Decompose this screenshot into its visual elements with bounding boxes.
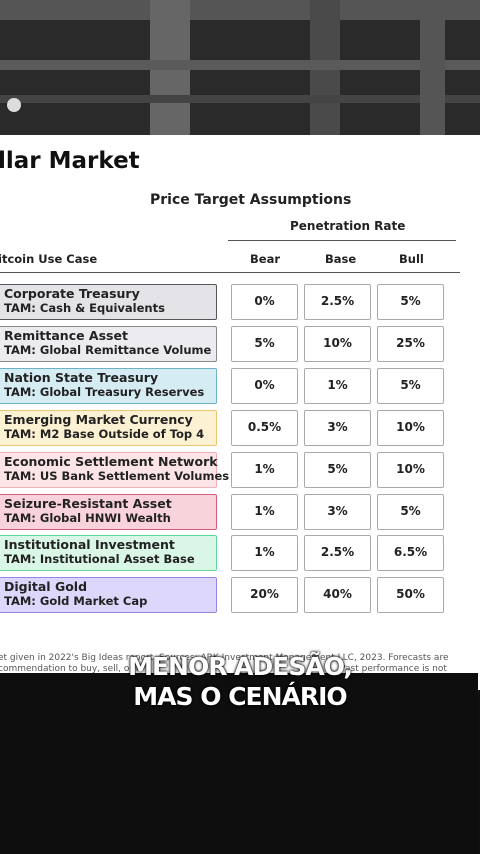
value-box	[377, 451, 444, 488]
value: 6.5%	[393, 545, 428, 560]
value: 5%	[400, 503, 421, 518]
use-case: Nation State Treasury	[4, 369, 159, 385]
value: 3%	[327, 503, 348, 518]
value: 20%	[250, 587, 279, 602]
value: 50%	[396, 587, 425, 602]
caption: MAS O CENÁRIO	[133, 682, 347, 711]
value-box	[304, 493, 371, 530]
value-box	[304, 535, 371, 572]
rule	[0, 272, 460, 273]
use-case-box	[0, 493, 217, 530]
use-case-box	[0, 451, 217, 488]
use-case-box	[0, 284, 217, 320]
value-box	[304, 367, 371, 404]
slide-title: llar Market	[0, 148, 140, 174]
value-box	[377, 409, 444, 446]
value: 1%	[254, 503, 275, 518]
value-box	[377, 284, 444, 320]
footnote: et given in 2022's Big Ideas report. Sou…	[0, 653, 449, 663]
value-box	[377, 367, 444, 404]
value-box	[377, 535, 444, 572]
tam: TAM: Global Treasury Reserves	[4, 384, 205, 399]
value-box	[304, 409, 371, 446]
column-header: Base	[325, 252, 357, 266]
use-case-box	[0, 409, 217, 446]
column-header: Bull	[399, 252, 424, 266]
tam: TAM: Institutional Asset Base	[4, 552, 195, 567]
use-case: Institutional Investment	[4, 537, 175, 553]
column-header: itcoin Use Case	[0, 252, 98, 266]
group-header: Penetration Rate	[290, 219, 406, 233]
table-title: Price Target Assumptions	[150, 192, 352, 208]
rule	[228, 240, 456, 241]
value: 0%	[254, 294, 275, 308]
value: 10%	[396, 419, 425, 434]
value-box	[231, 577, 298, 614]
value-box	[231, 284, 298, 320]
value-box	[231, 325, 298, 362]
value-box	[304, 577, 371, 614]
use-case: Remittance Asset	[4, 327, 128, 343]
value-box	[231, 409, 298, 446]
use-case-box	[0, 325, 217, 362]
value: 0.5%	[247, 419, 282, 434]
value: 5%	[400, 294, 421, 308]
value: 1%	[327, 377, 348, 392]
footnote: commendation to buy, sell, or h	[0, 664, 142, 674]
use-case-box	[0, 367, 217, 404]
value: 5%	[400, 377, 421, 392]
value-box	[377, 493, 444, 530]
value-box	[231, 367, 298, 404]
ceiling-photo	[0, 0, 480, 135]
value: 25%	[396, 335, 425, 350]
value: 5%	[327, 461, 348, 476]
tam: TAM: Cash & Equivalents	[4, 301, 165, 315]
tam: TAM: Global Remittance Volume	[4, 342, 212, 357]
value-box	[231, 493, 298, 530]
value-box	[231, 451, 298, 488]
value-box	[377, 325, 444, 362]
value-box	[377, 577, 444, 614]
value: 3%	[327, 419, 348, 434]
value: 1%	[254, 461, 275, 476]
use-case-box	[0, 535, 217, 572]
value: 5%	[254, 335, 275, 350]
value: 40%	[323, 587, 352, 602]
value: 10%	[323, 335, 352, 350]
footnote: Past performance is not	[340, 664, 447, 674]
value-box	[304, 284, 371, 320]
tam: TAM: M2 Base Outside of Top 4	[4, 426, 205, 441]
value-box	[304, 325, 371, 362]
use-case: Corporate Treasury	[4, 286, 140, 301]
value-box	[231, 535, 298, 572]
value-box	[304, 451, 371, 488]
tam: TAM: Gold Market Cap	[4, 594, 148, 609]
use-case: Economic Settlement Network	[4, 453, 218, 469]
value: 10%	[396, 461, 425, 476]
tam: TAM: US Bank Settlement Volumes	[4, 468, 230, 483]
dark-floor	[0, 673, 478, 854]
use-case-box	[0, 577, 217, 614]
value: 0%	[254, 377, 275, 392]
use-case: Digital Gold	[4, 579, 88, 595]
value: 2.5%	[320, 294, 355, 308]
column-header: Bear	[250, 252, 280, 266]
use-case: Seizure-Resistant Asset	[4, 495, 172, 511]
value: 2.5%	[320, 545, 355, 560]
tam: TAM: Global HNWI Wealth	[4, 510, 171, 525]
value: 1%	[254, 545, 275, 560]
caption: MENOR ADESÃO,	[128, 652, 353, 681]
use-case: Emerging Market Currency	[4, 411, 193, 427]
